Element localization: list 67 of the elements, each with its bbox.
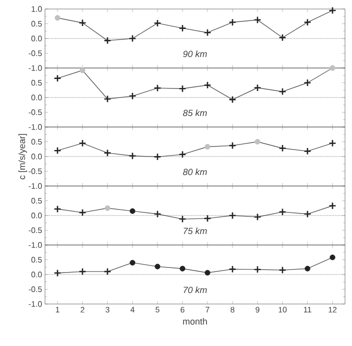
point — [278, 208, 286, 216]
point — [154, 19, 162, 27]
point — [54, 146, 62, 154]
point — [304, 147, 312, 156]
point — [304, 266, 310, 272]
point — [304, 18, 312, 26]
point — [54, 74, 62, 82]
annotation: 75 km — [184, 228, 207, 234]
point — [154, 210, 162, 218]
point — [204, 144, 210, 150]
point — [130, 260, 136, 266]
point — [228, 18, 236, 26]
point — [228, 212, 236, 220]
point — [330, 254, 336, 260]
point — [104, 36, 112, 44]
annotation: 85 km — [183, 110, 207, 116]
point — [130, 208, 136, 214]
point — [204, 28, 212, 36]
annotation: 90 km — [183, 50, 207, 58]
point — [228, 265, 236, 274]
point — [104, 149, 112, 157]
point — [104, 205, 110, 211]
point — [278, 266, 286, 274]
point — [254, 213, 262, 221]
y-axis-title: c [m/s/year] — [18, 134, 27, 180]
point — [330, 65, 336, 71]
point — [104, 95, 112, 103]
point — [254, 138, 260, 145]
point — [78, 139, 86, 148]
point — [154, 152, 162, 161]
point — [328, 202, 336, 210]
point — [54, 269, 62, 277]
point — [54, 15, 60, 21]
annotation: 70 km — [184, 286, 207, 294]
point — [80, 68, 86, 74]
point — [278, 144, 286, 152]
point — [228, 142, 236, 150]
point — [254, 266, 262, 274]
point — [78, 208, 86, 216]
point — [154, 84, 162, 92]
point — [254, 84, 262, 92]
point — [304, 78, 312, 87]
point — [178, 215, 186, 223]
point — [78, 268, 86, 276]
point — [128, 152, 136, 160]
annotation: 80 km — [183, 168, 207, 176]
point — [178, 24, 186, 32]
point — [78, 19, 86, 27]
point — [254, 16, 262, 24]
point — [204, 214, 212, 222]
point — [328, 139, 336, 148]
point — [180, 266, 186, 272]
point — [128, 92, 136, 100]
point — [128, 34, 136, 42]
point — [328, 6, 336, 14]
point — [204, 81, 212, 89]
point — [154, 264, 160, 270]
point — [278, 34, 286, 42]
point — [204, 270, 210, 276]
point — [278, 88, 286, 96]
point — [304, 210, 312, 218]
point — [54, 205, 62, 213]
x-axis-title: month — [183, 318, 207, 325]
point — [104, 268, 112, 276]
point — [228, 96, 236, 104]
point — [178, 84, 186, 92]
point — [178, 150, 186, 158]
